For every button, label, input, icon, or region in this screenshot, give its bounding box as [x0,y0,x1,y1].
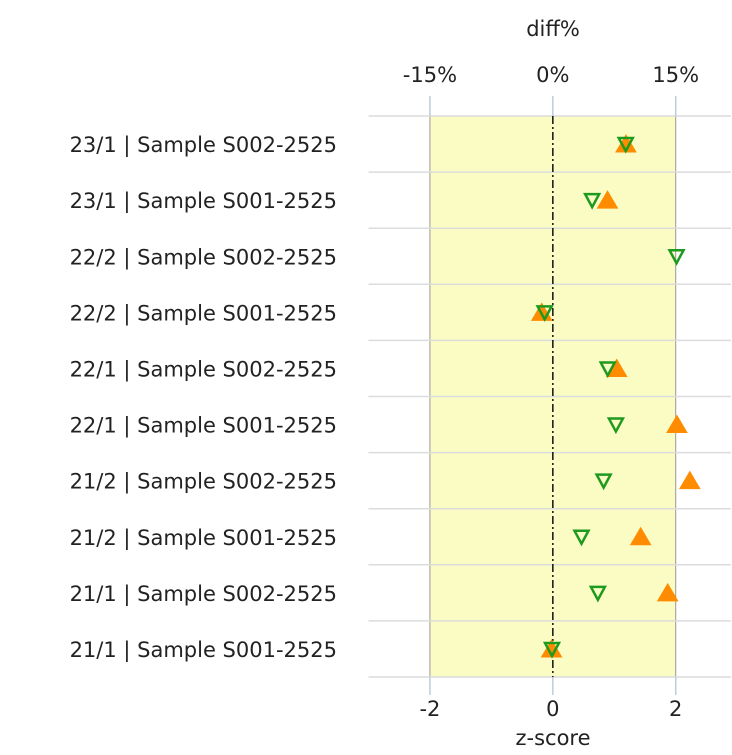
category-label: 23/1 | Sample S002-2525 [70,133,337,158]
marker-up [678,470,701,490]
category-label: 22/1 | Sample S002-2525 [70,357,337,382]
x2-tick-label: -15% [403,63,457,87]
x2-axis-label: diff% [526,17,580,41]
x2-tick-label: 15% [652,63,699,87]
category-label: 21/1 | Sample S001-2525 [70,638,337,663]
category-label: 21/2 | Sample S002-2525 [70,470,337,495]
category-label: 22/2 | Sample S001-2525 [70,301,337,326]
x-axis-label: z-score [515,726,590,750]
marker-down [606,417,625,435]
marker-down [667,249,686,266]
category-label: 21/2 | Sample S001-2525 [70,526,337,551]
x-tick-label: -2 [419,697,440,721]
marker-down [542,641,562,659]
category-label: 23/1 | Sample S001-2525 [70,189,337,214]
marker-down [572,529,591,547]
category-label: 22/1 | Sample S001-2525 [70,414,337,439]
marker-down [535,305,554,322]
marker-up [666,414,688,434]
marker-down [594,473,613,491]
marker-up [656,582,679,602]
x2-tick-label: 0% [536,63,569,87]
marker-down [616,136,635,154]
marker-down [583,192,602,210]
marker-up [629,526,652,546]
marker-down [598,361,617,379]
x-tick-label: 0 [546,697,559,721]
category-label: 22/2 | Sample S002-2525 [70,245,337,270]
x-tick-label: 2 [669,697,682,721]
marker-up [596,190,619,209]
marker-down [588,585,607,603]
category-label: 21/1 | Sample S002-2525 [70,582,337,607]
